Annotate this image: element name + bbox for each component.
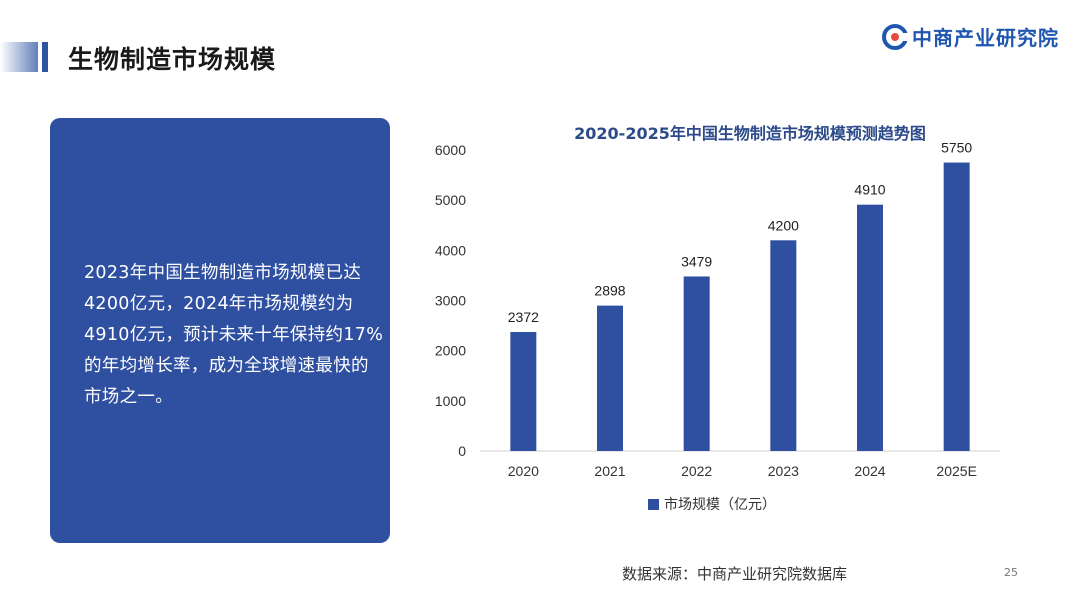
legend-swatch — [648, 498, 659, 510]
bar — [770, 240, 797, 451]
y-tick-label: 6000 — [435, 142, 466, 158]
chart-title: 2020-2025年中国生物制造市场规模预测趋势图 — [574, 124, 926, 143]
title-accent-bar — [0, 42, 38, 72]
x-tick-label: 2022 — [681, 463, 712, 479]
bar — [510, 332, 537, 451]
data-label: 4200 — [768, 217, 799, 233]
brand-logo-icon — [882, 23, 908, 50]
x-tick-label: 2021 — [594, 463, 625, 479]
page-number: 25 — [1004, 566, 1018, 579]
x-tick-label: 2023 — [768, 463, 799, 479]
chart-legend: 市场规模（亿元） — [648, 494, 776, 514]
data-label: 5750 — [941, 140, 972, 156]
bar — [857, 204, 883, 451]
bar — [943, 162, 970, 451]
data-source: 数据来源：中商产业研究院数据库 — [622, 565, 848, 583]
data-label: 2898 — [594, 283, 625, 299]
data-label: 4910 — [854, 182, 885, 198]
y-tick-label: 0 — [458, 443, 466, 459]
data-label: 2372 — [508, 309, 539, 325]
summary-panel — [50, 118, 390, 543]
bar — [597, 305, 623, 451]
y-tick-label: 5000 — [435, 192, 466, 208]
y-tick-label: 2000 — [435, 343, 466, 359]
brand-name: 中商产业研究院 — [912, 26, 1059, 50]
brand: 中商产业研究院 — [882, 22, 1059, 51]
bar — [683, 276, 710, 451]
page-title: 生物制造市场规模 — [68, 45, 277, 74]
y-tick-label: 3000 — [435, 293, 466, 309]
title-accent-tick — [42, 42, 48, 72]
x-tick-label: 2024 — [854, 463, 885, 479]
legend-label: 市场规模（亿元） — [664, 497, 776, 513]
summary-text: 2023年中国生物制造市场规模已达4200亿元，2024年市场规模约为4910亿… — [84, 263, 384, 407]
bar-chart: 0 1000 2000 3000 4000 5000 6000 2372 2020 2898 202… — [435, 140, 1000, 479]
y-tick-label: 4000 — [435, 242, 466, 258]
data-label: 3479 — [681, 253, 712, 269]
x-tick-label: 2020 — [508, 463, 539, 479]
y-tick-label: 1000 — [435, 393, 466, 409]
x-tick-label: 2025E — [936, 463, 976, 479]
